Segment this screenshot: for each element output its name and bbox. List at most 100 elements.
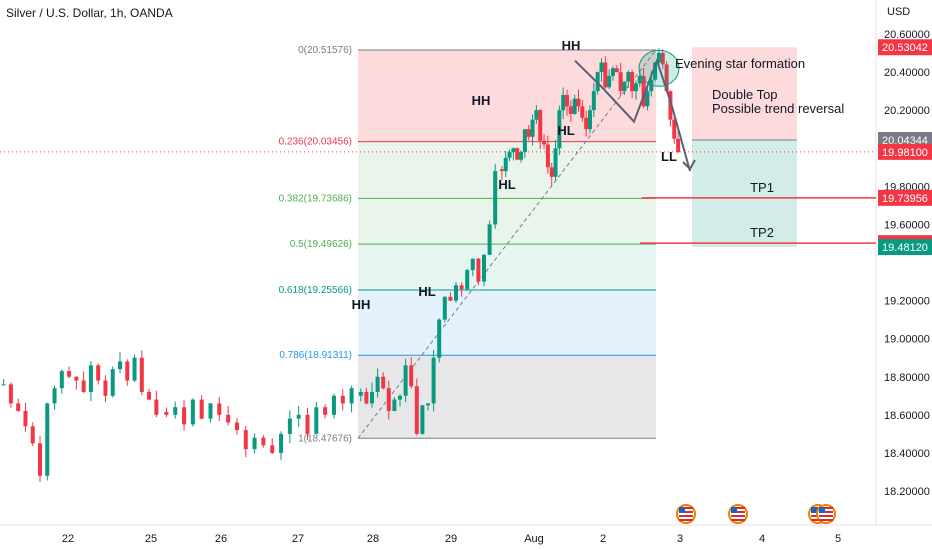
fib-level-label: 0.618(19.25566) [279,285,352,296]
candle-body [370,391,374,404]
y-tick-label: 20.60000 [884,29,930,41]
candle-body [38,443,42,476]
candle-body [660,53,665,65]
candle-body [30,426,35,444]
candle-body [442,296,447,320]
candle-body [499,169,504,172]
candle-body [110,369,115,396]
price-label: 19.48120 [882,242,928,254]
candle-body [637,75,642,84]
candle-body [1,384,6,386]
candle-body [622,81,627,92]
candle-body [279,433,284,453]
candle-body [591,91,596,111]
price-label-box [878,189,932,206]
candle-body [672,119,677,139]
candle-body [132,357,137,381]
candle-body [331,395,336,415]
fib-zone [358,198,656,245]
price-label: 19.98100 [882,147,928,159]
x-tick-label: 28 [367,533,379,545]
us-flag-canton [819,507,825,513]
x-tick-label: 25 [145,533,157,545]
candle-body [234,422,239,431]
us-flag-stripe [731,519,745,521]
candle-body [164,411,169,415]
candle-body [542,140,547,145]
candle-body [511,148,516,153]
double-top-pattern [574,57,691,172]
candle-body [459,285,464,290]
candle-body [208,403,213,419]
candle-body [381,376,386,389]
candle-body [645,91,650,107]
candle-body [270,445,275,453]
y-tick-label: 20.40000 [884,67,930,79]
y-tick-label: 18.80000 [884,372,930,384]
candle-body [358,391,363,396]
candle-body [641,75,646,107]
candle-body [482,254,486,282]
candle-body [568,106,573,114]
candle-body [74,376,79,381]
candle-body [607,75,612,88]
us-flag-event-icon [816,504,836,524]
us-flag-stripe [819,507,833,509]
candle-body [139,357,144,392]
candle-body [420,405,425,434]
evening-star-annotation: Evening star formation [675,56,805,71]
x-tick-label: 5 [835,533,841,545]
y-tick-label: 18.40000 [884,448,930,460]
candle-body [676,138,681,153]
fib-level-label: 0.5(19.49626) [290,239,352,250]
y-tick-label: 19.60000 [884,219,930,231]
swing-label-hl-3: HL [557,123,574,138]
candle-body [476,258,481,282]
candle-body [398,395,402,400]
candle-body [392,399,397,412]
us-flag-stripe [679,507,693,509]
candle-body [199,399,204,419]
double-top-annotation: Double Top [712,87,778,102]
candle-body [561,94,566,111]
price-label-box [878,143,932,160]
candle-body [668,91,673,120]
candle-body [414,386,419,434]
candle-body [23,411,28,427]
candle-body [493,171,498,225]
us-flag-canton [811,507,817,513]
x-tick-label: 22 [62,533,74,545]
swing-label-hh-1: HH [352,297,371,312]
candle-body [252,437,257,450]
swing-label-hl-2: HL [498,177,515,192]
candle-body [588,110,592,130]
fib-zone [358,289,656,356]
y-tick-label: 19.20000 [884,296,930,308]
candle-body [603,62,608,88]
fib-level-label: 0(20.51576) [298,45,352,56]
x-tick-label: 4 [759,533,765,545]
us-flag-stripe [731,511,745,513]
us-flag-event-icon [728,504,748,524]
candle-body [125,361,130,381]
candle-body [88,365,93,392]
currency-label: USD [887,6,910,18]
position-risk-zone [692,47,797,140]
price-label: 19.73956 [882,193,928,205]
candle-body [349,388,354,404]
candle-body [448,296,453,301]
candle-body [545,144,550,168]
candle-body [470,258,475,271]
x-tick-label: 26 [215,533,227,545]
down-arrow-icon [682,159,696,171]
position-reward-zone [692,139,797,248]
candle-body [190,399,195,425]
candle-body [553,148,558,177]
candle-body [45,403,50,476]
fib-level-label: 0.382(19.73686) [279,193,352,204]
candle-body [118,361,122,370]
swing-label-hh-2: HH [472,93,491,108]
us-flag-stripe [731,515,745,517]
fib-zone [358,355,656,439]
